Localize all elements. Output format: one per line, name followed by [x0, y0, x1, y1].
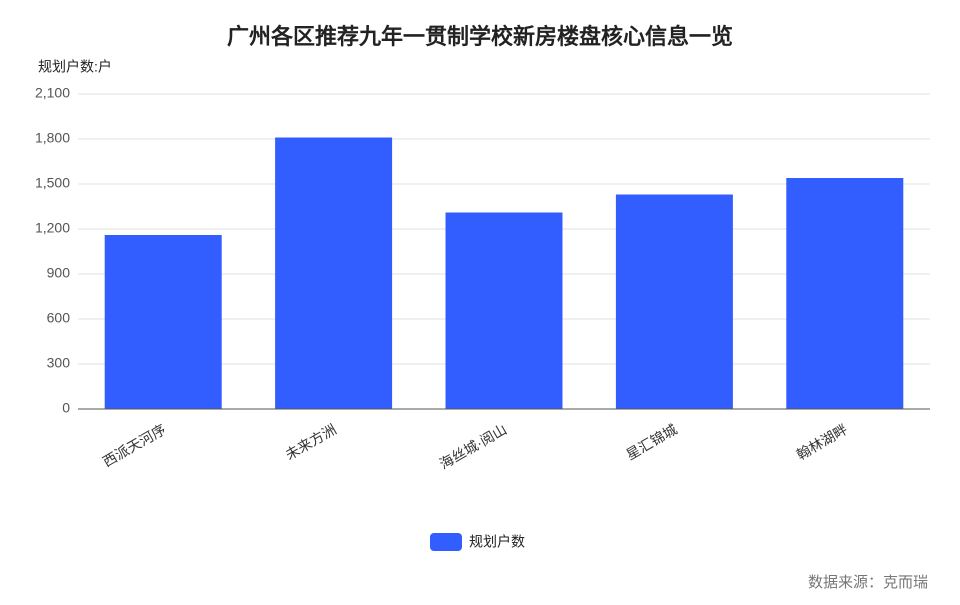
- bar: [615, 194, 733, 409]
- x-tick-label: 海丝城·阅山: [437, 421, 510, 472]
- source: 数据来源：克而瑞: [808, 574, 928, 591]
- y-tick-label: 0: [62, 400, 70, 416]
- bar: [104, 235, 222, 409]
- legend-label: 规划户数: [469, 534, 525, 550]
- x-tick-label: 西派天河序: [100, 421, 169, 470]
- y-axis-label: 规划户数:户: [38, 59, 112, 75]
- y-tick-label: 300: [47, 355, 71, 371]
- x-tick-label: 未来方洲: [282, 421, 338, 463]
- bar: [275, 137, 393, 409]
- y-tick-label: 1,500: [35, 175, 70, 191]
- x-tick-label: 翰林湖畔: [794, 421, 850, 463]
- y-tick-label: 1,200: [35, 220, 70, 236]
- y-tick-label: 1,800: [35, 130, 70, 146]
- y-tick-label: 600: [47, 310, 71, 326]
- legend-swatch: [430, 533, 462, 551]
- bar: [786, 178, 904, 409]
- y-tick-label: 900: [47, 265, 71, 281]
- bar: [445, 212, 563, 409]
- x-tick-label: 星汇锦城: [623, 421, 679, 463]
- y-tick-label: 2,100: [35, 85, 70, 101]
- chart-title: 广州各区推荐九年一贯制学校新房楼盘核心信息一览: [227, 24, 733, 49]
